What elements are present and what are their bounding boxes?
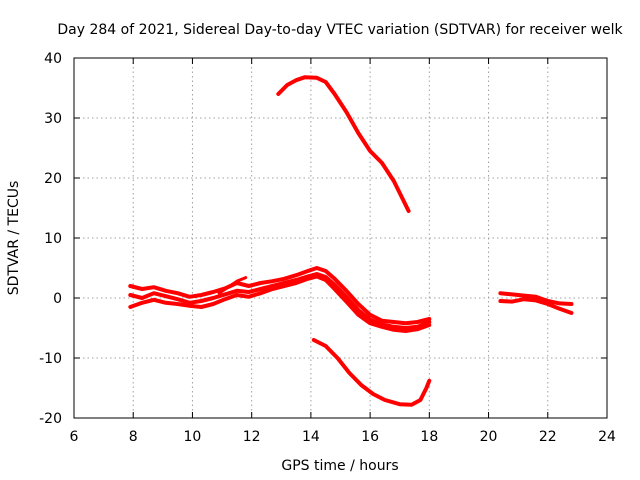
x-tick-label: 18 — [420, 429, 438, 445]
chart-title: Day 284 of 2021, Sidereal Day-to-day VTE… — [57, 22, 623, 38]
series-track-low-arc — [311, 338, 432, 407]
x-tick-label: 22 — [539, 429, 557, 445]
series-track-main-lower — [128, 274, 432, 333]
x-tick-label: 20 — [480, 429, 498, 445]
x-tick-label: 6 — [70, 429, 79, 445]
tick-layer: 6 8 10 12 14 16 18 20 22 24 -20 -10 0 10 20 30 40 — [39, 51, 616, 445]
x-tick-label: 24 — [598, 429, 616, 445]
y-tick-label: 40 — [44, 51, 62, 67]
y-tick-label: -20 — [39, 411, 62, 427]
series-track-late-b — [498, 297, 574, 315]
y-tick-label: -10 — [39, 351, 62, 367]
y-tick-label: 0 — [53, 291, 62, 307]
x-tick-label: 12 — [243, 429, 261, 445]
series-track-main-middle — [128, 272, 432, 330]
x-tick-label: 10 — [184, 429, 202, 445]
y-axis-title: SDTVAR / TECUs — [6, 181, 22, 296]
series-track-late-a — [498, 291, 574, 306]
x-tick-label: 16 — [361, 429, 379, 445]
x-tick-label: 8 — [129, 429, 138, 445]
y-tick-label: 30 — [44, 111, 62, 127]
y-tick-label: 10 — [44, 231, 62, 247]
y-tick-label: 20 — [44, 171, 62, 187]
series-track-main-upper — [128, 266, 432, 326]
x-tick-label: 14 — [302, 429, 320, 445]
x-axis-title: GPS time / hours — [281, 458, 398, 474]
series-layer — [128, 75, 574, 407]
series-track-early-spike — [217, 276, 248, 295]
series-track-high-arc — [276, 75, 411, 213]
